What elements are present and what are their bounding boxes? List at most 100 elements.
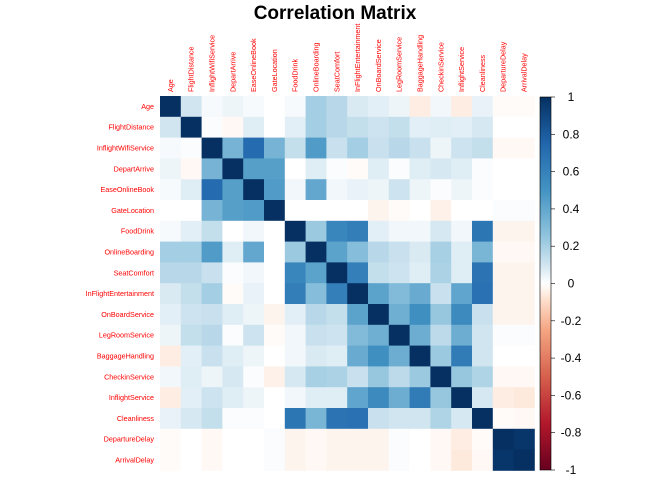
heatmap-cell: [492, 366, 514, 388]
colorbar-tick-label: 1: [568, 90, 575, 104]
colorbar-tick-label: 0.8: [563, 127, 580, 141]
heatmap-cell: [492, 158, 514, 180]
heatmap-cell: [409, 428, 431, 450]
heatmap-cell: [264, 387, 286, 409]
heatmap-cell: [388, 220, 410, 242]
heatmap-cell: [368, 220, 390, 242]
heatmap-cell: [201, 324, 223, 346]
colorbar-tick-label: 0: [568, 277, 575, 291]
heatmap-cell: [347, 283, 369, 305]
heatmap-cell: [347, 428, 369, 450]
heatmap-cell: [409, 345, 431, 367]
heatmap-cell: [430, 262, 452, 284]
row-label: BaggageHandling: [97, 352, 154, 361]
heatmap-cell: [180, 241, 202, 263]
heatmap-cell: [160, 158, 182, 180]
heatmap-cell: [264, 262, 286, 284]
heatmap-cell: [388, 449, 410, 471]
heatmap-cell: [222, 428, 244, 450]
heatmap-cell: [243, 304, 265, 326]
heatmap-cell: [409, 158, 431, 180]
heatmap-cell: [409, 366, 431, 388]
colorbar-tick-label: -0.2: [561, 314, 582, 328]
heatmap-cell: [492, 428, 514, 450]
heatmap-cell: [472, 324, 494, 346]
heatmap-cell: [451, 262, 473, 284]
heatmap-cell: [180, 345, 202, 367]
heatmap-cell: [264, 179, 286, 201]
column-label: OnlineBoarding: [312, 42, 321, 92]
column-labels: Age FlightDistance InflightWifiService Depa…: [166, 24, 529, 92]
heatmap-cell: [430, 304, 452, 326]
column-label: LegRoomService: [395, 37, 404, 92]
heatmap-cell: [368, 241, 390, 263]
heatmap-cell: [264, 345, 286, 367]
heatmap-cell: [347, 304, 369, 326]
heatmap-cell: [284, 345, 306, 367]
heatmap-cell: [368, 428, 390, 450]
heatmap-cell: [284, 408, 306, 430]
heatmap-cell: [513, 387, 535, 409]
heatmap-cell: [409, 408, 431, 430]
heatmap-cell: [347, 345, 369, 367]
heatmap-cell: [368, 158, 390, 180]
heatmap-cell: [222, 387, 244, 409]
heatmap-cell: [451, 220, 473, 242]
heatmap-cell: [513, 283, 535, 305]
column-label: FlightDistance: [187, 46, 196, 92]
heatmap-cell: [492, 241, 514, 263]
heatmap-cell: [222, 200, 244, 222]
colorbar-tick-label: -0.4: [561, 351, 582, 365]
heatmap-cell: [451, 366, 473, 388]
heatmap-cell: [264, 220, 286, 242]
colorbar-tick-label: 0.4: [563, 202, 580, 216]
heatmap-cell: [180, 179, 202, 201]
heatmap-cell: [451, 283, 473, 305]
heatmap-cell: [492, 262, 514, 284]
heatmap-cell: [243, 283, 265, 305]
heatmap-cell: [284, 366, 306, 388]
heatmap-cell: [388, 428, 410, 450]
heatmap-cell: [201, 408, 223, 430]
heatmap-cell: [160, 304, 182, 326]
heatmap-cell: [347, 366, 369, 388]
heatmap-cell: [388, 158, 410, 180]
heatmap-cell: [160, 345, 182, 367]
heatmap-cell: [180, 220, 202, 242]
row-label: CheckinService: [104, 372, 154, 381]
heatmap-cell: [347, 96, 369, 118]
heatmap-cell: [326, 262, 348, 284]
heatmap-cell: [388, 283, 410, 305]
heatmap-cell: [409, 262, 431, 284]
heatmap-cell: [451, 304, 473, 326]
heatmap-cell: [160, 262, 182, 284]
heatmap-cell: [326, 304, 348, 326]
heatmap-cell: [201, 179, 223, 201]
heatmap-cell: [180, 366, 202, 388]
heatmap-cell: [284, 324, 306, 346]
row-labels: Age FlightDistance InflightWifiService Depa…: [86, 102, 155, 465]
heatmap-cell: [451, 96, 473, 118]
row-label: Age: [141, 102, 154, 111]
heatmap-cell: [326, 200, 348, 222]
heatmap-cell: [243, 345, 265, 367]
heatmap-cell: [472, 449, 494, 471]
heatmap-cell: [451, 241, 473, 263]
heatmap-cells: [160, 96, 535, 471]
heatmap-cell: [201, 241, 223, 263]
heatmap-cell: [430, 220, 452, 242]
heatmap-cell: [430, 96, 452, 118]
heatmap-cell: [243, 179, 265, 201]
heatmap-cell: [492, 408, 514, 430]
heatmap-cell: [347, 449, 369, 471]
heatmap-cell: [451, 116, 473, 138]
heatmap-cell: [388, 116, 410, 138]
heatmap-cell: [347, 241, 369, 263]
heatmap-cell: [513, 200, 535, 222]
row-label: LegRoomService: [99, 331, 154, 340]
heatmap-cell: [180, 200, 202, 222]
heatmap-cell: [388, 408, 410, 430]
heatmap-cell: [451, 158, 473, 180]
heatmap-cell: [368, 283, 390, 305]
heatmap-cell: [326, 137, 348, 159]
